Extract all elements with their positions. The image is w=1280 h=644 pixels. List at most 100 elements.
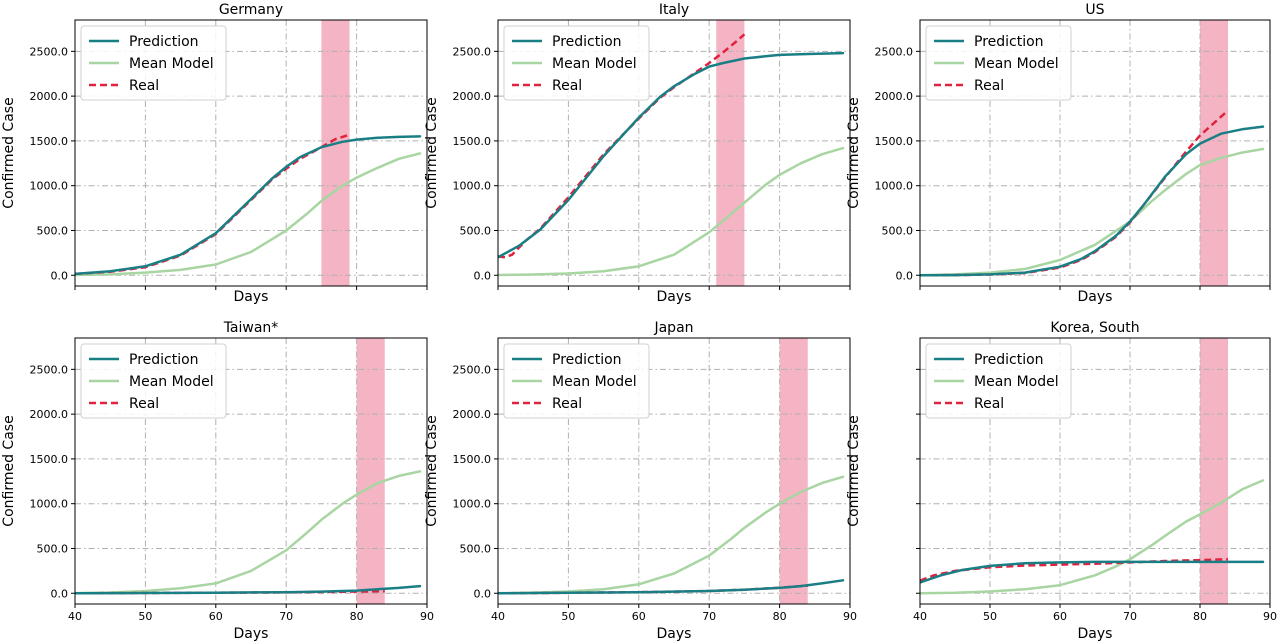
- legend-label: Mean Model: [129, 374, 214, 390]
- series-line-prediction: [75, 584, 422, 595]
- x-tick-label: 80: [1193, 610, 1207, 623]
- prediction-window: [321, 20, 350, 286]
- y-axis-label: Confirmed Case: [846, 415, 862, 526]
- x-tick-label: 90: [1263, 610, 1277, 623]
- legend-label: Prediction: [129, 34, 199, 50]
- chart-panel: 0.0 500.0 1000.0 1500.0 2000.0 2500.0 Italy Day…: [424, 2, 851, 305]
- x-axis-label: Days: [657, 626, 692, 642]
- y-tick-label: 2500.0: [30, 363, 69, 376]
- prediction-window: [1200, 20, 1228, 286]
- legend: Prediction Mean Model Real: [80, 343, 227, 419]
- legend: Prediction Mean Model Real: [503, 343, 650, 419]
- y-tick-label: 1500.0: [30, 135, 69, 148]
- chart-title: US: [1085, 2, 1104, 18]
- x-axis-label: Days: [234, 626, 269, 642]
- series-line-prediction: [498, 579, 845, 595]
- y-tick-label: 1500.0: [453, 453, 492, 466]
- legend-box: [80, 343, 227, 419]
- legend-label: Prediction: [974, 352, 1044, 368]
- series-line-real: [75, 133, 350, 276]
- y-tick-label: 500.0: [37, 542, 69, 555]
- chart-title: Japan: [653, 320, 693, 336]
- legend-box: [925, 25, 1072, 101]
- y-tick-label: 0.0: [51, 587, 69, 600]
- axes-frame: [919, 337, 1271, 605]
- legend-box: [503, 343, 650, 419]
- legend-label: Real: [129, 396, 159, 412]
- x-tick-label: 60: [632, 610, 646, 623]
- x-tick-label: 70: [279, 610, 293, 623]
- y-tick-label: 500.0: [37, 224, 69, 237]
- x-tick-label: 60: [209, 610, 223, 623]
- y-tick-label: 500.0: [460, 224, 492, 237]
- y-tick-label: 2000.0: [453, 90, 492, 103]
- series-line-mean-model: [920, 479, 1265, 595]
- axes-frame: [74, 337, 428, 605]
- chart-title: Italy: [659, 2, 689, 18]
- legend-box: [925, 343, 1072, 419]
- axes-frame: [497, 19, 851, 287]
- chart-panel: 0.0 500.0 1000.0 1500.0 2000.0 2500.0 Germany D…: [1, 2, 428, 305]
- legend-box: [80, 25, 227, 101]
- x-tick-label: 80: [773, 610, 787, 623]
- x-axis-label: Days: [1078, 626, 1113, 642]
- y-tick-label: 2500.0: [453, 363, 492, 376]
- x-tick-label: 60: [1053, 610, 1067, 623]
- legend-label: Prediction: [552, 34, 622, 50]
- y-tick-label: 1000.0: [30, 498, 69, 511]
- prediction-window: [1200, 338, 1228, 604]
- y-tick-label: 2000.0: [30, 90, 69, 103]
- series-line-mean-model: [498, 146, 845, 277]
- x-tick-label: 90: [420, 610, 434, 623]
- series-line-mean-model: [920, 147, 1265, 277]
- y-tick-label: 1000.0: [875, 180, 914, 193]
- y-tick-label: 500.0: [882, 224, 914, 237]
- x-tick-label: 80: [350, 610, 364, 623]
- y-tick-label: 2500.0: [30, 45, 69, 58]
- series-line-prediction: [498, 51, 845, 259]
- y-tick-label: 1000.0: [453, 498, 492, 511]
- y-axis-label: Confirmed Case: [424, 415, 440, 526]
- x-tick-label: 70: [1123, 610, 1137, 623]
- chart-panel: 40 50 60 70 80 90 0.0 500.0 1000.0 1500.0 2000.0 25…: [424, 320, 857, 642]
- axes-frame: [919, 19, 1271, 287]
- x-tick-label: 50: [138, 610, 152, 623]
- chart-title: Taiwan*: [223, 320, 279, 336]
- chart-panel: 40 50 60 70 80 90 Korea, South Days Confirmed Ca…: [846, 320, 1277, 642]
- legend: Prediction Mean Model Real: [80, 25, 227, 101]
- chart-title: Germany: [219, 2, 283, 18]
- x-tick-label: 40: [913, 610, 927, 623]
- series-line-prediction: [920, 560, 1265, 584]
- legend: Prediction Mean Model Real: [503, 25, 650, 101]
- y-tick-label: 1500.0: [875, 135, 914, 148]
- legend-box: [503, 25, 650, 101]
- chart-title: Korea, South: [1050, 320, 1139, 336]
- x-tick-label: 70: [702, 610, 716, 623]
- x-tick-label: 40: [68, 610, 82, 623]
- legend: Prediction Mean Model Real: [925, 25, 1072, 101]
- y-tick-label: 2500.0: [875, 45, 914, 58]
- legend-label: Mean Model: [974, 374, 1059, 390]
- chart-panel: 40 50 60 70 80 90 0.0 500.0 1000.0 1500.0 2000.0 25…: [1, 320, 434, 642]
- y-tick-label: 0.0: [51, 269, 69, 282]
- y-axis-label: Confirmed Case: [1, 97, 17, 208]
- series-line-mean-model: [75, 470, 422, 595]
- prediction-window: [779, 338, 808, 604]
- y-tick-label: 1500.0: [30, 453, 69, 466]
- series-line-prediction: [920, 125, 1265, 277]
- legend-label: Real: [552, 396, 582, 412]
- legend-label: Mean Model: [129, 56, 214, 72]
- series-line-mean-model: [75, 152, 422, 277]
- legend-label: Prediction: [552, 352, 622, 368]
- legend-label: Real: [974, 396, 1004, 412]
- y-tick-label: 500.0: [460, 542, 492, 555]
- y-tick-label: 1000.0: [30, 180, 69, 193]
- legend-label: Mean Model: [552, 374, 637, 390]
- y-tick-label: 1000.0: [453, 180, 492, 193]
- legend: Prediction Mean Model Real: [925, 343, 1072, 419]
- series-line-real: [920, 109, 1229, 277]
- legend-label: Real: [129, 78, 159, 94]
- y-tick-label: 2500.0: [453, 45, 492, 58]
- x-tick-label: 50: [983, 610, 997, 623]
